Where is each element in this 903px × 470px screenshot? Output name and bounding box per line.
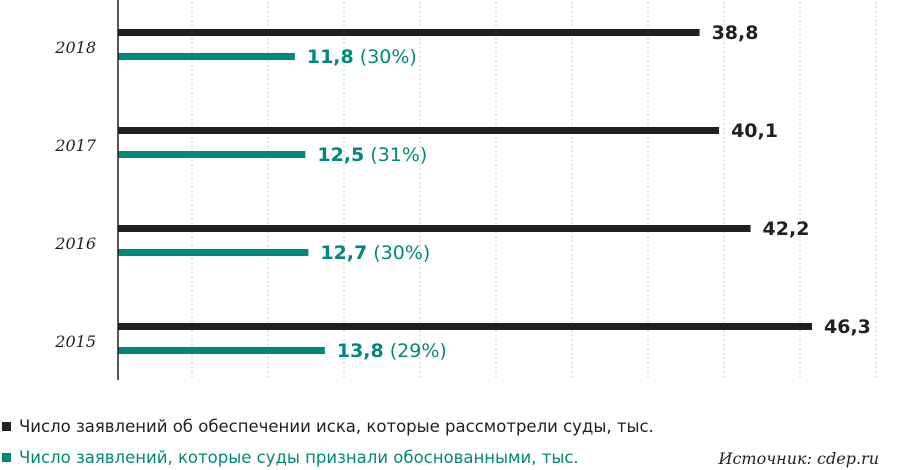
source-note: Источник: cdep.ru [718, 449, 880, 468]
legend-item-total: Число заявлений об обеспечении иска, кот… [2, 417, 654, 436]
value-label-total: 40,1 [731, 120, 778, 142]
bar-total [118, 127, 720, 134]
bar-chart: 38,8 11,8 (30%) 40,1 12,5 (31%) 42,2 12,7 (30… [54, 0, 877, 380]
year-label: 2015 [54, 332, 96, 351]
value-label-total: 42,2 [763, 218, 810, 240]
grid-lines [191, 2, 877, 380]
bar-granted [118, 53, 295, 60]
year-label: 2018 [54, 38, 96, 57]
value-label-granted: 12,5 (31%) [317, 144, 427, 166]
bars [118, 29, 812, 354]
legend-swatch-total [2, 422, 11, 431]
legend-swatch-granted [2, 453, 11, 462]
year-labels: 2018 2017 2016 2015 [54, 38, 97, 351]
year-label: 2017 [54, 136, 97, 155]
legend-label-granted: Число заявлений, которые суды признали о… [19, 448, 579, 467]
value-labels: 38,8 11,8 (30%) 40,1 12,5 (31%) 42,2 12,7 (30… [307, 22, 871, 362]
bar-granted [118, 151, 306, 158]
value-label-total: 38,8 [712, 22, 759, 44]
value-label-total: 46,3 [824, 316, 871, 338]
value-label-granted: 11,8 (30%) [307, 46, 417, 68]
legend-label-total: Число заявлений об обеспечении иска, кот… [19, 417, 654, 436]
value-label-granted: 13,8 (29%) [337, 340, 447, 362]
bar-total [118, 29, 700, 36]
bar-granted [118, 249, 309, 256]
bar-granted [118, 347, 325, 354]
bar-total [118, 323, 812, 330]
year-label: 2016 [54, 234, 96, 253]
value-label-granted: 12,7 (30%) [320, 242, 430, 264]
bar-total [118, 225, 751, 232]
legend-item-granted: Число заявлений, которые суды признали о… [2, 448, 579, 467]
